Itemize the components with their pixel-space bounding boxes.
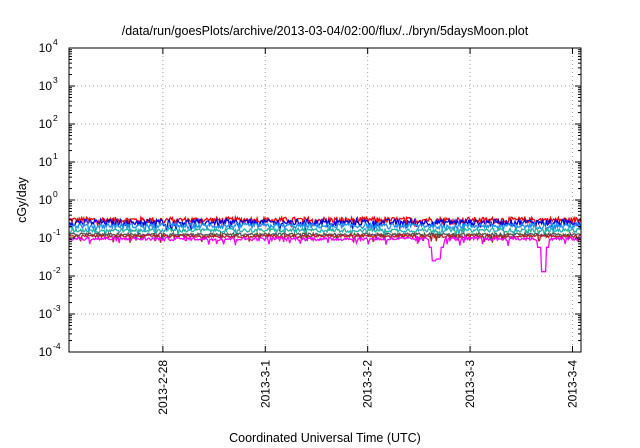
series-line bbox=[68, 234, 581, 273]
y-tick-label: 10 bbox=[39, 193, 53, 207]
series-line bbox=[68, 230, 582, 242]
series-line bbox=[68, 216, 582, 232]
grid bbox=[69, 48, 581, 352]
series-group bbox=[68, 214, 582, 273]
x-tick-label: 2013-3-2 bbox=[361, 360, 375, 408]
x-tick-label: 2013-3-4 bbox=[565, 360, 579, 408]
y-tick-label: 10 bbox=[39, 117, 53, 131]
chart-title: /data/run/goesPlots/archive/2013-03-04/0… bbox=[122, 24, 529, 38]
y-tick-label: 10 bbox=[39, 79, 53, 93]
series-line bbox=[68, 233, 582, 243]
y-tick-label: 10 bbox=[39, 41, 53, 55]
series-line bbox=[68, 225, 582, 238]
y-tick-exponent: 1 bbox=[53, 151, 58, 161]
series-line bbox=[68, 220, 582, 234]
y-tick-label: 10 bbox=[39, 345, 53, 359]
x-tick-label: 2013-3-3 bbox=[463, 360, 477, 408]
y-axis-label: cGy/day bbox=[15, 176, 29, 223]
x-tick-label: 2013-3-1 bbox=[258, 360, 272, 408]
y-tick-exponent: 2 bbox=[53, 113, 58, 123]
y-tick-label: 10 bbox=[39, 231, 53, 245]
y-tick-label: 10 bbox=[39, 307, 53, 321]
y-tick-label: 10 bbox=[39, 155, 53, 169]
x-tick-label: 2013-2-28 bbox=[156, 360, 170, 415]
y-tick-exponent: 0 bbox=[53, 189, 58, 199]
y-tick-exponent: -4 bbox=[53, 341, 61, 351]
y-tick-exponent: -3 bbox=[53, 303, 61, 313]
y-tick-exponent: 4 bbox=[53, 37, 58, 47]
x-axis-label: Coordinated Universal Time (UTC) bbox=[229, 431, 421, 445]
y-tick-exponent: -1 bbox=[53, 227, 61, 237]
y-tick-label: 10 bbox=[39, 269, 53, 283]
y-tick-exponent: 3 bbox=[53, 75, 58, 85]
x-axis: 2013-2-28 2013-3-1 2013-3-2 2013-3-3 2013-3-… bbox=[156, 48, 579, 415]
y-tick-exponent: -2 bbox=[53, 265, 61, 275]
